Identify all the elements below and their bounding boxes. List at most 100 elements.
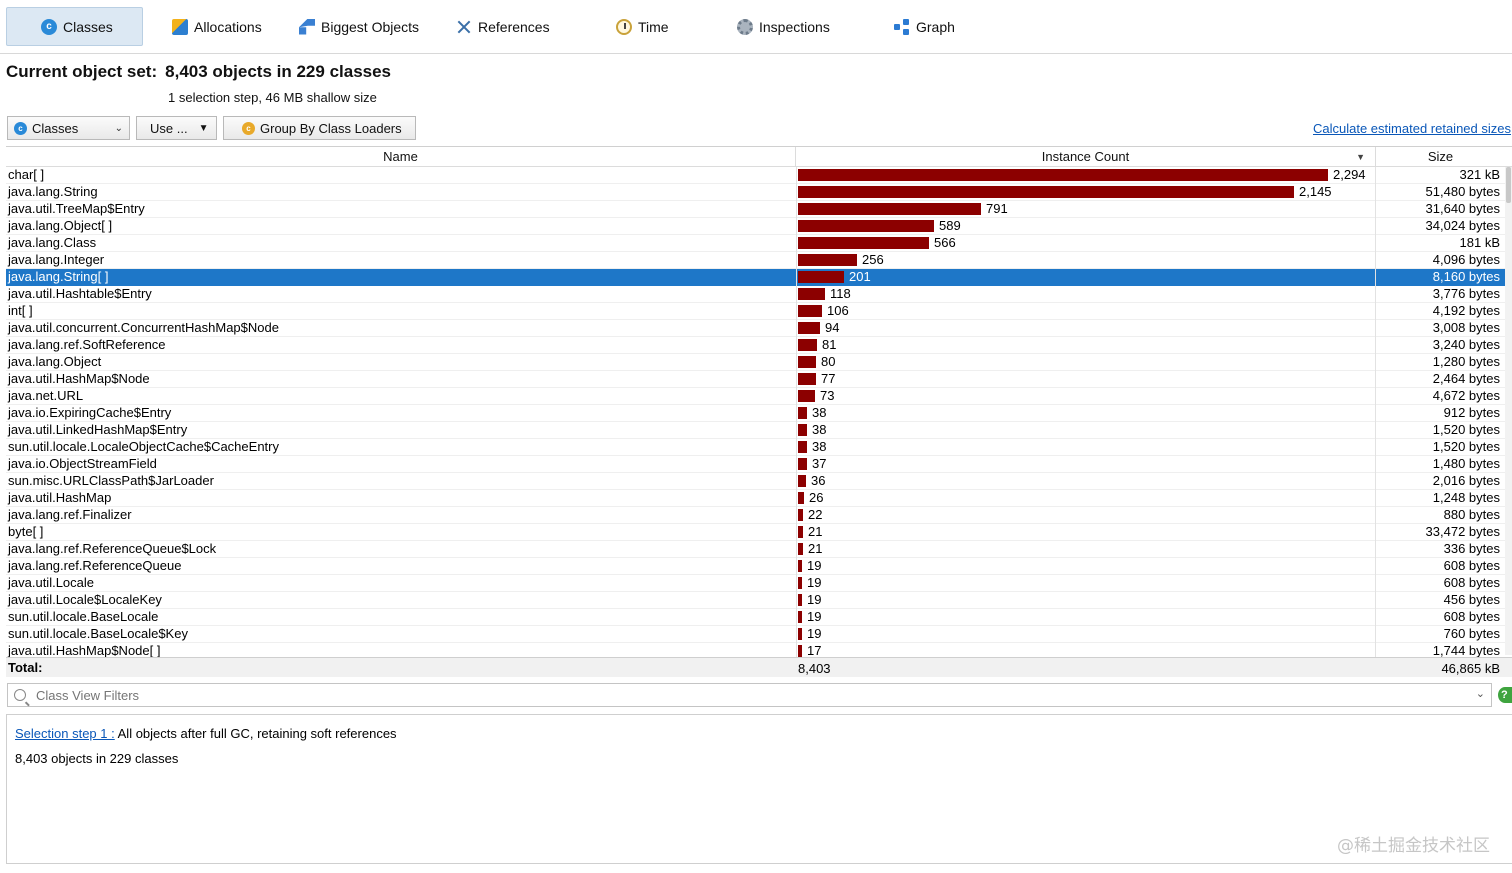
group-by-class-loaders-button[interactable]: c Group By Class Loaders [223,116,416,140]
inspections-icon [737,18,753,35]
instance-count-bar [798,611,802,623]
class-name-cell: sun.util.locale.BaseLocale [8,609,159,624]
size-cell: 51,480 bytes [1425,184,1500,199]
size-cell: 1,248 bytes [1432,490,1500,505]
table-row[interactable]: java.lang.Integer 256 4,096 bytes [6,252,1512,269]
sort-descending-icon: ▼ [1356,152,1365,162]
title-label: Current object set: [6,62,158,81]
table-row[interactable]: java.lang.ref.ReferenceQueue 19 608 bytes [6,558,1512,575]
table-row[interactable]: java.io.ExpiringCache$Entry 38 912 bytes [6,405,1512,422]
instance-count-cell: 19 [797,575,1375,591]
instance-count-cell: 21 [797,541,1375,557]
instance-count-bar [798,390,815,402]
table-row[interactable]: java.util.LinkedHashMap$Entry 38 1,520 byt… [6,422,1512,439]
tab-references[interactable]: References [448,7,550,46]
table-row[interactable]: sun.util.locale.LocaleObjectCache$CacheE… [6,439,1512,456]
instance-count-bar [798,509,803,521]
time-icon [616,18,632,35]
instance-count-label: 791 [986,201,1008,216]
column-header-size[interactable]: Size [1427,149,1454,164]
table-row[interactable]: java.util.concurrent.ConcurrentHashMap$N… [6,320,1512,337]
table-row[interactable]: java.lang.String 2,145 51,480 bytes [6,184,1512,201]
chevron-down-icon[interactable]: ⌄ [1475,688,1485,700]
instance-count-cell: 21 [797,524,1375,540]
table-row[interactable]: sun.misc.URLClassPath$JarLoader 36 2,016 b… [6,473,1512,490]
class-name-cell: java.util.HashMap$Node[ ] [8,643,161,658]
class-name-cell: java.lang.Class [8,235,97,250]
class-name-cell: java.io.ExpiringCache$Entry [8,405,172,420]
instance-count-cell: 19 [797,558,1375,574]
instance-count-bar [798,441,807,453]
instance-count-label: 38 [812,439,827,454]
table-row[interactable]: java.lang.Object[ ] 589 34,024 bytes [6,218,1512,235]
column-header-instance-count[interactable]: Instance Count ▼ [796,147,1376,167]
classes-table: Name Instance Count ▼ Size char[ ] 2,294 3… [6,146,1512,677]
instance-count-bar [798,577,802,589]
table-row[interactable]: java.lang.Object 80 1,280 bytes [6,354,1512,371]
class-name-cell: java.lang.ref.Finalizer [8,507,132,522]
table-row[interactable]: java.lang.ref.ReferenceQueue$Lock 21 336 b… [6,541,1512,558]
column-header-name[interactable]: Name [6,147,796,167]
table-row[interactable]: java.io.ObjectStreamField 37 1,480 bytes [6,456,1512,473]
tab-graph[interactable]: Graph [886,7,955,46]
class-view-filter[interactable]: ⌄ [7,683,1492,707]
table-row[interactable]: java.lang.Class 566 181 kB [6,235,1512,252]
table-row[interactable]: sun.util.locale.BaseLocale 19 608 bytes [6,609,1512,626]
instance-count-label: 118 [830,286,851,301]
instance-count-cell: 256 [797,252,1375,268]
scrollbar-thumb[interactable] [1506,167,1511,203]
tab-label: References [478,18,550,35]
instance-count-cell: 73 [797,388,1375,404]
table-row[interactable]: java.util.Hashtable$Entry 118 3,776 bytes [6,286,1512,303]
selection-steps-panel: Selection step 1 : All objects after ful… [6,714,1512,864]
view-select[interactable]: c Classes ⌄ [7,116,130,140]
class-name-cell: java.util.Locale [8,575,94,590]
instance-count-cell: 22 [797,507,1375,523]
size-cell: 336 bytes [1443,541,1500,556]
filter-input[interactable] [36,687,1436,703]
tab-biggest-objects[interactable]: Biggest Objects [291,7,419,46]
title-value: 8,403 objects in 229 classes [165,62,392,81]
instance-count-bar [798,356,816,368]
selection-step-link[interactable]: Selection step 1 : [15,726,115,741]
use-button[interactable]: Use ... ▼ [136,116,217,140]
instance-count-label: 21 [808,524,823,539]
page-subtitle: 1 selection step, 46 MB shallow size [168,90,377,105]
size-cell: 912 bytes [1443,405,1500,420]
table-row[interactable]: java.lang.ref.SoftReference 81 3,240 bytes [6,337,1512,354]
table-row[interactable]: java.util.HashMap 26 1,248 bytes [6,490,1512,507]
table-scrollbar[interactable] [1505,167,1512,655]
table-row[interactable]: java.util.HashMap$Node 77 2,464 bytes [6,371,1512,388]
table-row[interactable]: byte[ ] 21 33,472 bytes [6,524,1512,541]
table-total-row: Total: 8,403 46,865 kB [6,657,1512,677]
help-icon[interactable]: ? [1498,687,1512,703]
tab-classes[interactable]: c Classes [6,7,143,46]
size-cell: 1,520 bytes [1432,439,1500,454]
class-name-cell: java.lang.ref.ReferenceQueue$Lock [8,541,217,556]
table-row[interactable]: java.lang.ref.Finalizer 22 880 bytes [6,507,1512,524]
table-row[interactable]: char[ ] 2,294 321 kB [6,167,1512,184]
calculate-retained-sizes-link[interactable]: Calculate estimated retained sizes [1313,121,1511,136]
class-name-cell: java.lang.Integer [8,252,105,267]
instance-count-label: 94 [825,320,840,335]
graph-icon [894,18,910,35]
tab-inspections[interactable]: Inspections [729,7,830,46]
table-row[interactable]: java.util.Locale$LocaleKey 19 456 bytes [6,592,1512,609]
classes-icon: c [14,121,27,135]
size-cell: 456 bytes [1443,592,1500,607]
instance-count-cell: 19 [797,626,1375,642]
size-cell: 3,008 bytes [1432,320,1500,335]
table-row[interactable]: java.net.URL 73 4,672 bytes [6,388,1512,405]
instance-count-cell: 2,294 [797,167,1375,183]
tab-time[interactable]: Time [608,7,669,46]
table-row[interactable]: java.lang.String[ ] 201 8,160 bytes [6,269,1512,286]
table-row[interactable]: sun.util.locale.BaseLocale$Key 19 760 byte… [6,626,1512,643]
table-row[interactable]: java.util.TreeMap$Entry 791 31,640 bytes [6,201,1512,218]
table-row[interactable]: int[ ] 106 4,192 bytes [6,303,1512,320]
size-cell: 608 bytes [1443,558,1500,573]
tab-allocations[interactable]: Allocations [164,7,262,46]
size-cell: 608 bytes [1443,575,1500,590]
instance-count-label: 17 [807,643,822,658]
table-row[interactable]: java.util.Locale 19 608 bytes [6,575,1512,592]
size-cell: 1,480 bytes [1432,456,1500,471]
